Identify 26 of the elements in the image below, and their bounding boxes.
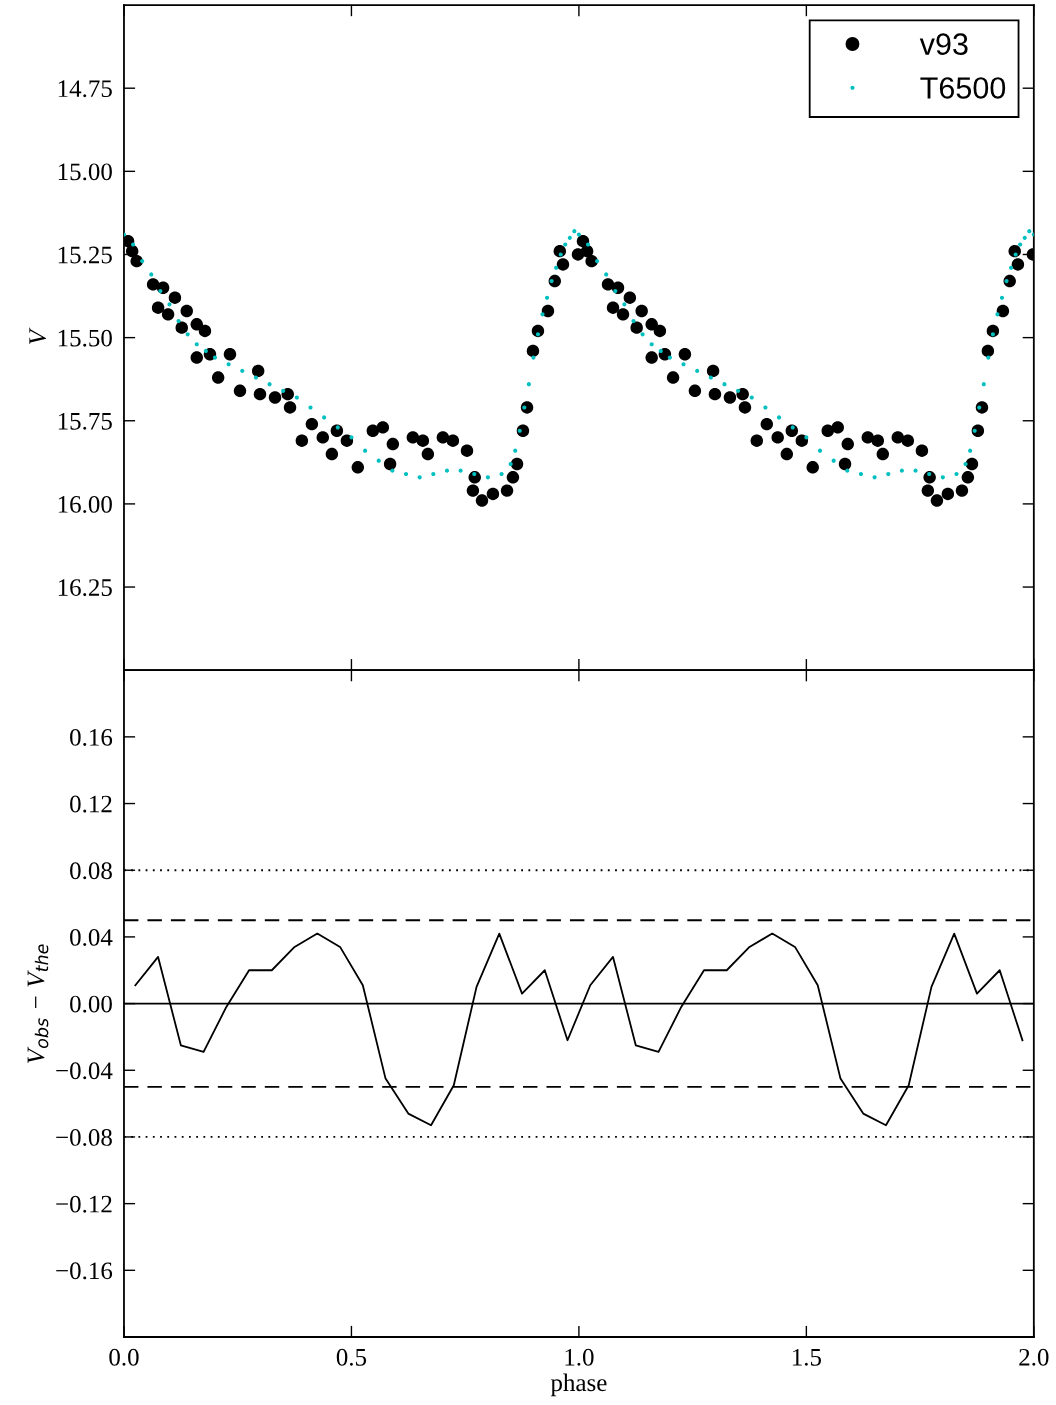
y-tick-label: 16.00 — [58, 495, 112, 513]
y-tick-label: 0.00 — [70, 995, 112, 1013]
x-tick-label: 0.0 — [109, 1348, 139, 1366]
y-tick-label: 16.25 — [58, 579, 112, 597]
y-tick-label: 0.04 — [70, 928, 113, 946]
y-tick-label: −0.04 — [56, 1062, 113, 1080]
x-tick-label: 2.0 — [1019, 1348, 1049, 1366]
y-tick-label: 0.08 — [70, 862, 112, 880]
y-tick-label: 0.12 — [70, 795, 112, 813]
x-tick-label: 0.5 — [336, 1348, 367, 1366]
y-axis-title: V$_{obs}$ − V$_{the}$ — [27, 944, 49, 1064]
y-tick-label: −0.12 — [56, 1195, 112, 1213]
y-tick-label: 15.25 — [58, 246, 112, 264]
x-tick-label: 1.5 — [792, 1348, 822, 1366]
y-tick-label: 15.00 — [58, 163, 112, 181]
x-tick-label: 1.0 — [565, 1348, 594, 1366]
y-tick-label: 15.75 — [58, 412, 112, 430]
x-axis-title: phase — [550, 1373, 607, 1397]
y-tick-label: 15.50 — [58, 329, 112, 347]
legend-label: T6500 — [920, 77, 1006, 99]
y-axis-title: V — [29, 327, 47, 344]
y-tick-label: −0.16 — [56, 1262, 113, 1280]
y-tick-label: 14.75 — [58, 80, 112, 98]
y-tick-label: −0.08 — [56, 1129, 112, 1146]
legend-label: v93 — [919, 33, 968, 55]
y-tick-label: 0.16 — [70, 728, 113, 746]
